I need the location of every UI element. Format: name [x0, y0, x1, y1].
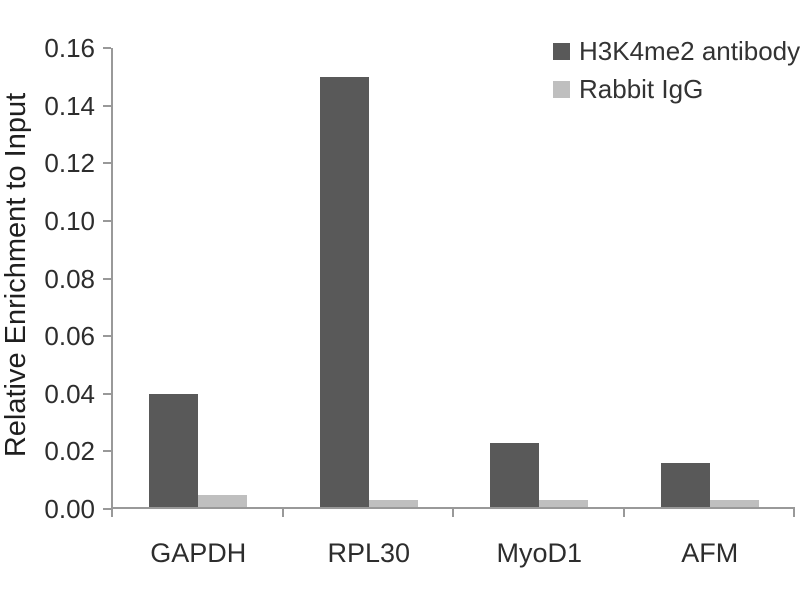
x-axis-tick — [793, 509, 795, 517]
y-axis-tick — [103, 104, 111, 107]
y-tick-label: 0.14 — [44, 90, 95, 121]
x-axis-tick — [452, 509, 454, 517]
legend-label-rabbit-igg: Rabbit IgG — [579, 73, 704, 104]
bar-rabbit-igg-rpl30 — [368, 500, 418, 507]
x-category-label-myod1: MyoD1 — [496, 538, 583, 568]
y-tick-label: 0.00 — [44, 494, 95, 524]
legend-item-rabbit-igg: Rabbit IgG — [553, 74, 800, 104]
bar-h3k4me2-antibody-afm — [660, 462, 710, 507]
x-axis-tick — [622, 509, 625, 517]
y-tick-label: 0.10 — [44, 205, 95, 236]
y-axis-tick — [103, 508, 111, 510]
x-axis-line — [111, 507, 795, 509]
bar-h3k4me2-antibody-rpl30 — [319, 76, 369, 507]
legend-label-h3k4me2-antibody: H3K4me2 antibody — [579, 35, 800, 66]
y-axis-tick — [103, 450, 111, 453]
y-tick-label: 0.16 — [44, 33, 95, 63]
y-tick-label: 0.08 — [44, 263, 95, 294]
legend-swatch-dark — [553, 42, 570, 60]
x-axis-tick — [281, 509, 284, 517]
x-axis-tick — [111, 509, 113, 517]
bar-h3k4me2-antibody-myod1 — [490, 442, 540, 507]
y-axis-tick — [103, 277, 111, 280]
y-axis-tick — [103, 335, 111, 338]
y-axis-tick — [103, 219, 111, 222]
y-tick-label: 0.12 — [44, 148, 95, 179]
y-tick-label: 0.04 — [44, 378, 95, 409]
legend: H3K4me2 antibody Rabbit IgG — [553, 36, 800, 104]
y-axis-line — [111, 48, 113, 517]
legend-swatch-light — [553, 80, 570, 98]
legend-item-h3k4me2-antibody: H3K4me2 antibody — [553, 36, 800, 66]
x-category-label-rpl30: RPL30 — [327, 538, 411, 568]
y-axis-tick — [103, 162, 111, 165]
y-axis-tick — [103, 392, 111, 395]
bar-h3k4me2-antibody-gapdh — [149, 393, 199, 507]
y-tick-label: 0.06 — [44, 321, 95, 352]
bar-rabbit-igg-afm — [709, 500, 759, 507]
x-category-label-afm: AFM — [681, 538, 739, 568]
bar-rabbit-igg-gapdh — [198, 494, 248, 507]
y-axis-tick — [103, 47, 111, 49]
bar-rabbit-igg-myod1 — [539, 500, 589, 507]
y-tick-label: 0.02 — [44, 436, 95, 467]
x-category-label-gapdh: GAPDH — [150, 538, 247, 568]
